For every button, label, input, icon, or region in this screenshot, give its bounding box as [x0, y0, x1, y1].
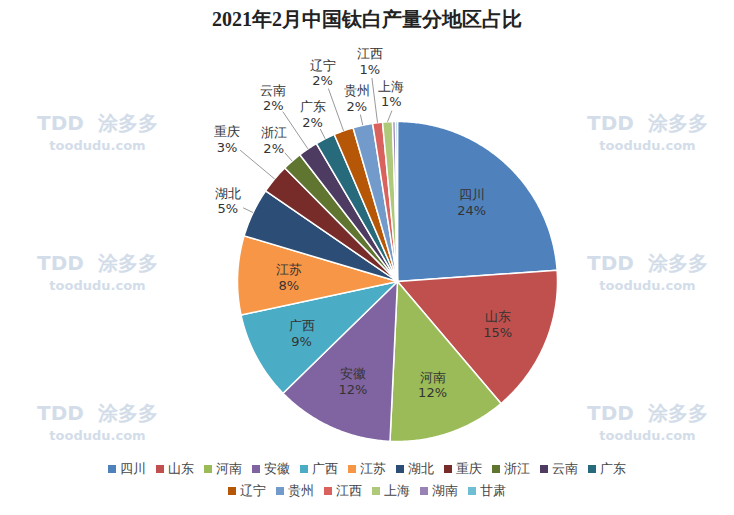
svg-text:河南12%: 河南12% — [418, 370, 447, 401]
html-text:湖南: 湖南 — [432, 483, 458, 498]
svg-text:toodudu.com: toodudu.com — [49, 428, 145, 443]
svg-text:TDD 涂多多: TDD 涂多多 — [587, 251, 708, 275]
html-text:广西: 广西 — [312, 461, 338, 476]
svg-text:江苏8%: 江苏8% — [276, 262, 302, 293]
svg-text:toodudu.com: toodudu.com — [599, 278, 695, 293]
svg-text:安徽12%: 安徽12% — [338, 366, 367, 397]
svg-text:TDD 涂多多: TDD 涂多多 — [587, 111, 708, 135]
svg-text:江西1%: 江西1% — [357, 46, 383, 77]
svg-text:四川24%: 四川24% — [457, 187, 486, 218]
html-text:江苏: 江苏 — [360, 461, 386, 476]
svg-text:广西9%: 广西9% — [289, 318, 315, 349]
html-text:上海: 上海 — [384, 483, 410, 498]
svg-text:TDD 涂多多: TDD 涂多多 — [37, 401, 158, 425]
html-text:江西: 江西 — [336, 483, 362, 498]
svg-text:上海1%: 上海1% — [378, 79, 404, 110]
html-text:河南: 河南 — [216, 461, 242, 476]
svg-text:toodudu.com: toodudu.com — [599, 138, 695, 153]
svg-text:TDD 涂多多: TDD 涂多多 — [37, 111, 158, 135]
html-text:浙江: 浙江 — [504, 461, 530, 476]
html-text:2021年2月中国钛白产量分地区占比: 2021年2月中国钛白产量分地区占比 — [212, 8, 522, 30]
svg-text:贵州2%: 贵州2% — [344, 83, 370, 114]
html-text:云南: 云南 — [552, 461, 578, 476]
svg-text:toodudu.com: toodudu.com — [49, 138, 145, 153]
svg-text:TDD 涂多多: TDD 涂多多 — [587, 401, 708, 425]
svg-text:辽宁2%: 辽宁2% — [310, 58, 336, 89]
svg-text:湖北5%: 湖北5% — [215, 186, 241, 217]
svg-text:TDD 涂多多: TDD 涂多多 — [37, 251, 158, 275]
html-text:广东: 广东 — [600, 461, 626, 476]
svg-text:重庆3%: 重庆3% — [214, 124, 240, 155]
html-text:甘肃: 甘肃 — [480, 483, 506, 498]
html-text:贵州: 贵州 — [288, 483, 314, 498]
svg-text:toodudu.com: toodudu.com — [599, 428, 695, 443]
svg-text:山东15%: 山东15% — [483, 309, 512, 340]
html-text:重庆: 重庆 — [456, 461, 482, 476]
html-text:山东: 山东 — [168, 461, 194, 476]
svg-text:云南2%: 云南2% — [260, 83, 286, 114]
html-text:湖北: 湖北 — [408, 461, 434, 476]
svg-text:广东2%: 广东2% — [300, 99, 326, 130]
html-text:安徽: 安徽 — [264, 461, 290, 476]
html-text:四川: 四川 — [120, 461, 146, 476]
svg-text:浙江2%: 浙江2% — [261, 125, 287, 156]
html-text:辽宁: 辽宁 — [240, 483, 266, 498]
svg-text:toodudu.com: toodudu.com — [49, 278, 145, 293]
